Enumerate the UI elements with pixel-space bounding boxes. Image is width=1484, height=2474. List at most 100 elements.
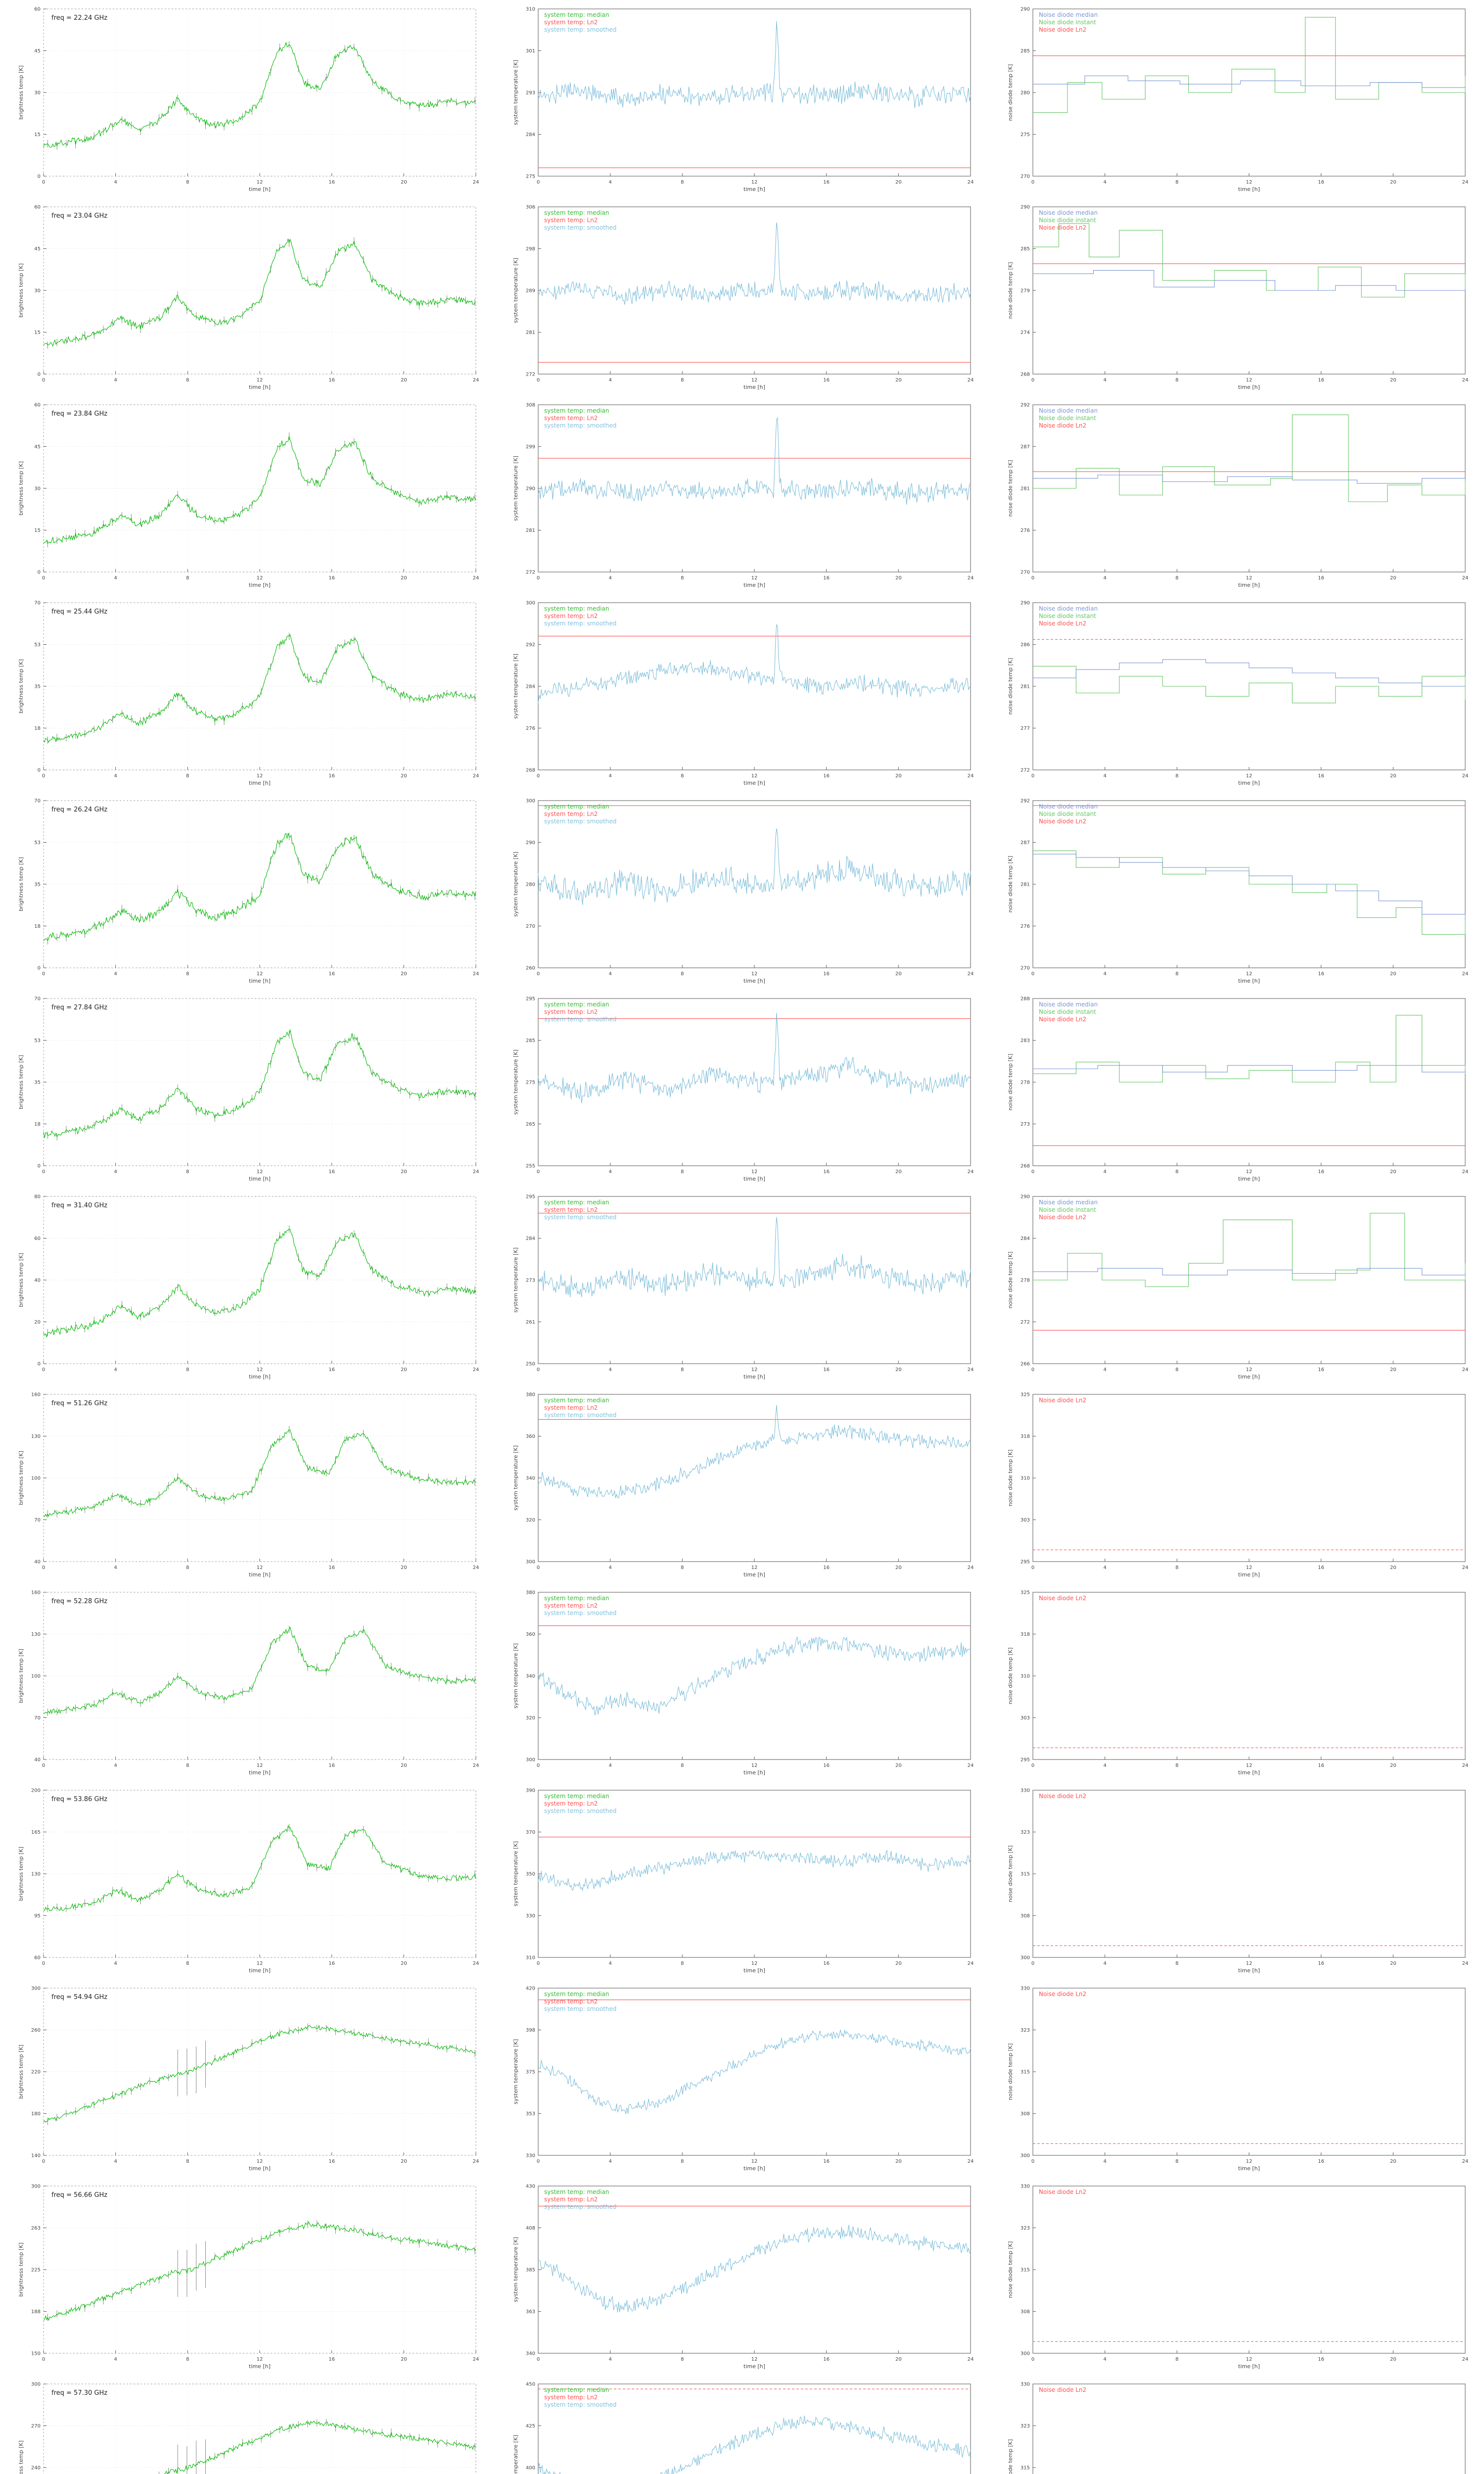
- x-tick-label: 20: [1390, 1367, 1396, 1373]
- freq-title: freq = 23.04 GHz: [51, 212, 107, 220]
- x-axis-label: time [h]: [249, 582, 271, 588]
- y-tick-label: 15: [34, 528, 41, 533]
- x-tick-label: 4: [1103, 1961, 1106, 1966]
- y-tick-label: 225: [31, 2268, 41, 2273]
- legend-entry: system temp: Ln2: [544, 1998, 598, 2005]
- y-tick-label: 318: [1020, 1632, 1030, 1637]
- x-tick-label: 16: [1318, 1367, 1324, 1373]
- y-tick-label: 273: [1020, 1122, 1030, 1127]
- y-axis-label: noise diode temp [K]: [1007, 2044, 1014, 2100]
- y-tick-label: 70: [34, 1715, 41, 1721]
- x-tick-label: 4: [114, 2357, 117, 2362]
- x-tick-label: 20: [895, 971, 902, 977]
- noise-diode-plot-svg: 300 308 315 323 330 0 4 8 12 16 20 24 time [h] noise …: [1005, 1983, 1470, 2173]
- brightness-plot: 0 15 30 45 60 0 4 8 12 16 20 24 time [h] brightness t…: [16, 400, 481, 594]
- x-tick-label: 0: [537, 1169, 540, 1175]
- x-tick-label: 12: [257, 378, 263, 383]
- x-tick-label: 4: [608, 1169, 611, 1175]
- legend-entry: system temp: smoothed: [544, 1808, 616, 1814]
- x-tick-label: 4: [1103, 2357, 1106, 2362]
- y-tick-label: 285: [526, 1038, 535, 1044]
- x-tick-label: 4: [1103, 2159, 1106, 2164]
- noise-diode-plot: 266 272 278 284 290 0 4 8 12 16 20 24 time [h] noise …: [1005, 1191, 1470, 1385]
- freq-title: freq = 53.86 GHz: [51, 1796, 107, 1803]
- y-tick-label: 272: [526, 372, 535, 378]
- y-axis-label: noise diode temp [K]: [1007, 1450, 1014, 1507]
- legend-entry: system temp: Ln2: [544, 810, 598, 817]
- brightness-plot-svg: 0 18 35 53 70 0 4 8 12 16 20 24 time [h] brightness t…: [16, 598, 481, 788]
- y-tick-label: 60: [34, 205, 41, 210]
- y-tick-label: 18: [34, 726, 41, 731]
- y-tick-label: 281: [526, 528, 535, 533]
- y-tick-label: 240: [31, 2466, 41, 2471]
- noise-diode-plot: 295 303 310 318 325 0 4 8 12 16 20 24 time [h] noise …: [1005, 1587, 1470, 1781]
- y-axis-label: noise diode temp [K]: [1007, 658, 1014, 715]
- x-tick-label: 24: [968, 773, 974, 779]
- system-temp-plot: 300 320 340 360 380 0 4 8 12 16 20 24 time [h] system…: [510, 1389, 975, 1583]
- y-tick-label: 35: [34, 1080, 41, 1086]
- legend-entry: system temp: median: [544, 1595, 609, 1602]
- y-tick-label: 180: [31, 2111, 41, 2117]
- x-tick-label: 16: [823, 1367, 830, 1373]
- freq-title: freq = 54.94 GHz: [51, 1994, 107, 2001]
- x-tick-label: 16: [1318, 378, 1324, 383]
- legend-entry: Noise diode instant: [1039, 613, 1096, 619]
- x-tick-label: 0: [537, 2357, 540, 2362]
- legend-entry: Noise diode Ln2: [1039, 2386, 1086, 2393]
- x-tick-label: 24: [1462, 180, 1469, 185]
- x-tick-label: 16: [823, 773, 830, 779]
- x-tick-label: 20: [401, 1367, 407, 1373]
- y-tick-label: 220: [31, 2070, 41, 2075]
- noise-diode-plot-svg: 266 272 278 284 290 0 4 8 12 16 20 24 time [h] noise …: [1005, 1191, 1470, 1381]
- x-tick-label: 0: [42, 1367, 45, 1373]
- system-temp-plot-svg: 260 270 280 290 300 0 4 8 12 16 20 24 time [h] system…: [510, 796, 975, 986]
- legend-entry: system temp: smoothed: [544, 1016, 616, 1023]
- y-tick-label: 255: [526, 1164, 535, 1169]
- y-tick-label: 277: [1020, 726, 1030, 731]
- brightness-plot: 0 15 30 45 60 0 4 8 12 16 20 24 time [h] brightness t…: [16, 202, 481, 396]
- legend-entry: Noise diode median: [1039, 407, 1098, 414]
- y-tick-label: 310: [526, 1955, 535, 1961]
- noise-diode-plot-svg: 270 276 281 287 292 0 4 8 12 16 20 24 time [h] noise …: [1005, 400, 1470, 590]
- y-tick-label: 275: [526, 174, 535, 180]
- x-tick-label: 20: [895, 1169, 902, 1175]
- y-tick-label: 325: [1020, 1392, 1030, 1398]
- legend-entry: system temp: smoothed: [544, 818, 616, 825]
- x-tick-label: 16: [1318, 1961, 1324, 1966]
- brightness-plot-svg: 150 188 225 263 300 0 4 8 12 16 20 24 time [h] bright…: [16, 2181, 481, 2371]
- y-tick-label: 260: [31, 2028, 41, 2033]
- legend-entry: system temp: Ln2: [544, 2394, 598, 2401]
- x-axis-label: time [h]: [743, 780, 765, 786]
- y-tick-label: 300: [526, 799, 535, 804]
- x-tick-label: 16: [1318, 971, 1324, 977]
- y-tick-label: 130: [31, 1632, 41, 1637]
- x-tick-label: 24: [968, 1169, 974, 1175]
- y-tick-label: 272: [1020, 1320, 1030, 1325]
- x-axis-label: time [h]: [1238, 978, 1260, 984]
- x-tick-label: 24: [473, 575, 479, 581]
- noise-diode-plot-svg: 272 277 281 286 290 0 4 8 12 16 20 24 time [h] noise …: [1005, 598, 1470, 788]
- y-axis-label: system temperature [K]: [512, 1247, 519, 1313]
- y-tick-label: 292: [1020, 799, 1030, 804]
- x-tick-label: 12: [1246, 378, 1252, 383]
- y-tick-label: 287: [1020, 444, 1030, 450]
- y-tick-label: 323: [1020, 2226, 1030, 2231]
- y-tick-label: 268: [526, 768, 535, 773]
- freq-title: freq = 56.66 GHz: [51, 2191, 107, 2199]
- x-tick-label: 8: [681, 1961, 684, 1966]
- legend-entry: Noise diode median: [1039, 803, 1098, 810]
- y-tick-label: 270: [1020, 174, 1030, 180]
- x-tick-label: 0: [42, 378, 45, 383]
- brightness-plot: 40 70 100 130 160 0 4 8 12 16 20 24 time [h] brightne…: [16, 1587, 481, 1781]
- legend-entry: Noise diode Ln2: [1039, 1991, 1086, 1998]
- x-tick-label: 8: [1175, 1367, 1178, 1373]
- legend-entry: system temp: median: [544, 1397, 609, 1404]
- system-temp-plot: 250 261 273 284 295 0 4 8 12 16 20 24 time [h] system…: [510, 1191, 975, 1385]
- y-tick-label: 340: [526, 1674, 535, 1679]
- x-tick-label: 20: [1390, 971, 1396, 977]
- y-tick-label: 300: [526, 1758, 535, 1763]
- x-tick-label: 0: [537, 2159, 540, 2164]
- y-tick-label: 281: [1020, 486, 1030, 492]
- y-tick-label: 300: [31, 2382, 41, 2387]
- legend-entry: system temp: Ln2: [544, 613, 598, 619]
